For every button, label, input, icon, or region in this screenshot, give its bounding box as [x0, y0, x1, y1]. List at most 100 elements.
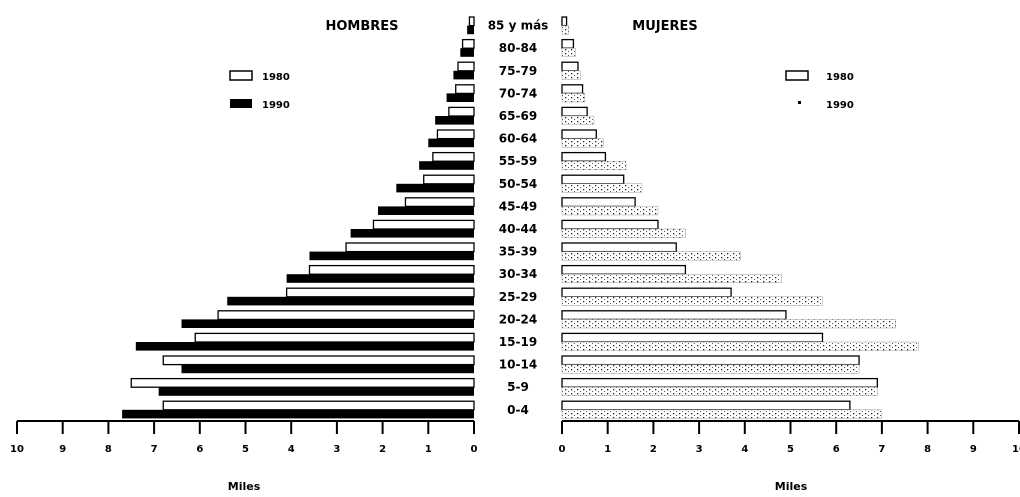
- age-label-30-34: 30-34: [499, 267, 537, 281]
- bar-hombres-1990-85-y-más: [467, 25, 474, 35]
- bar-hombres-1990-80-84: [460, 48, 474, 57]
- tick-label-mujeres-8: 8: [924, 444, 931, 455]
- title-hombres: HOMBRES: [325, 19, 398, 34]
- age-group-labels: 85 y más 80-84 75-79 70-74 65-69 60-64 55-59 50…: [488, 19, 549, 417]
- bar-mujeres-1990-75-79: [561, 70, 581, 80]
- tick-label-hombres-7: 7: [151, 444, 158, 455]
- legend-hombres-1990-label: 1990: [262, 100, 290, 111]
- bar-hombres-1980-40-44: [372, 219, 475, 230]
- bar-mujeres-1980-55-59: [561, 151, 607, 162]
- bar-hombres-1990-65-69: [435, 116, 474, 125]
- bar-hombres-1990-70-74: [446, 93, 474, 102]
- bar-hombres-1990-30-34: [286, 274, 474, 283]
- bar-mujeres-1980-0-4: [561, 400, 851, 411]
- bar-mujeres-1980-45-49: [561, 197, 636, 208]
- age-label-65-69: 65-69: [499, 109, 537, 123]
- bar-hombres-1980-55-59: [432, 151, 475, 162]
- bar-hombres-1980-20-24: [217, 310, 475, 321]
- legend-hombres: 1980 1990: [229, 70, 290, 111]
- bar-mujeres-1980-20-24: [561, 310, 787, 321]
- bar-mujeres-1980-70-74: [561, 84, 584, 95]
- bar-mujeres-1990-65-69: [561, 115, 595, 125]
- legend-hombres-1990-swatch: [230, 99, 252, 108]
- title-mujeres: MUJERES: [632, 19, 697, 34]
- bar-hombres-1980-5-9: [130, 377, 475, 388]
- age-label-50-54: 50-54: [499, 177, 537, 191]
- bar-hombres-1990-40-44: [350, 229, 474, 238]
- bar-mujeres-1990-35-39: [561, 251, 741, 261]
- age-label-80-84: 80-84: [499, 41, 537, 55]
- tick-label-mujeres-10: 10: [1012, 444, 1020, 455]
- bar-mujeres-1990-40-44: [561, 228, 686, 238]
- bar-mujeres-1980-10-14: [561, 355, 860, 366]
- tick-label-mujeres-2: 2: [650, 444, 657, 455]
- tick-label-mujeres-4: 4: [741, 444, 748, 455]
- age-label-20-24: 20-24: [499, 312, 537, 326]
- age-label-55-59: 55-59: [499, 154, 537, 168]
- tick-label-mujeres-9: 9: [970, 444, 977, 455]
- xlabel-hombres: Miles: [228, 480, 261, 493]
- tick-label-hombres-5: 5: [242, 444, 249, 455]
- legend-hombres-1980-swatch: [229, 70, 253, 81]
- tick-label-hombres-0: 0: [471, 444, 478, 455]
- bar-hombres-1990-0-4: [122, 409, 475, 419]
- legend-mujeres-1990-swatch: [798, 101, 801, 104]
- bar-mujeres-1980-65-69: [561, 106, 588, 117]
- bar-mujeres-1980-35-39: [561, 242, 677, 253]
- age-label-70-74: 70-74: [499, 86, 537, 100]
- bar-hombres-1980-70-74: [455, 84, 475, 95]
- bar-hombres-1980-10-14: [162, 355, 475, 366]
- hombres-bars: [122, 16, 475, 419]
- bar-mujeres-1990-25-29: [561, 296, 823, 306]
- bar-mujeres-1990-55-59: [561, 160, 627, 170]
- age-label-75-79: 75-79: [499, 64, 537, 78]
- bar-hombres-1980-35-39: [345, 242, 475, 253]
- age-label-85-y-más: 85 y más: [488, 19, 549, 33]
- bar-mujeres-1980-40-44: [561, 219, 659, 230]
- tick-label-mujeres-3: 3: [696, 444, 703, 455]
- bar-hombres-1980-15-19: [194, 332, 475, 343]
- x-ticks-hombres: 10 9 8 7 6 5 4 3 2 1 0: [10, 421, 478, 455]
- age-label-60-64: 60-64: [499, 132, 537, 146]
- bar-mujeres-1980-25-29: [561, 287, 732, 298]
- bar-mujeres-1980-80-84: [561, 38, 575, 49]
- age-label-25-29: 25-29: [499, 290, 537, 304]
- bar-mujeres-1990-30-34: [561, 274, 782, 284]
- bar-mujeres-1990-0-4: [561, 409, 883, 419]
- age-label-15-19: 15-19: [499, 335, 537, 349]
- legend-mujeres-1990-label: 1990: [826, 100, 854, 111]
- bar-hombres-1990-20-24: [181, 319, 474, 328]
- bar-hombres-1980-65-69: [448, 106, 475, 117]
- age-label-35-39: 35-39: [499, 245, 537, 259]
- bar-hombres-1980-30-34: [308, 264, 475, 275]
- tick-label-mujeres-1: 1: [604, 444, 611, 455]
- legend-mujeres-1980-swatch: [785, 70, 809, 81]
- tick-label-mujeres-6: 6: [833, 444, 840, 455]
- bar-mujeres-1980-85-y-más: [561, 16, 568, 27]
- bar-hombres-1980-60-64: [436, 129, 475, 140]
- legend-mujeres-1980-label: 1980: [826, 72, 854, 83]
- bar-mujeres-1990-20-24: [561, 319, 896, 329]
- bar-mujeres-1990-85-y-más: [561, 25, 570, 35]
- bar-mujeres-1980-60-64: [561, 129, 597, 140]
- bar-mujeres-1990-10-14: [561, 364, 860, 374]
- tick-label-hombres-10: 10: [10, 444, 24, 455]
- tick-label-hombres-8: 8: [105, 444, 112, 455]
- bar-hombres-1990-60-64: [428, 138, 474, 148]
- bar-hombres-1980-75-79: [457, 61, 475, 72]
- bar-hombres-1980-25-29: [285, 287, 475, 298]
- legend-hombres-1980-label: 1980: [262, 72, 290, 83]
- tick-label-mujeres-7: 7: [878, 444, 885, 455]
- bar-mujeres-1980-50-54: [561, 174, 625, 185]
- bar-mujeres-1990-50-54: [561, 183, 643, 193]
- age-label-45-49: 45-49: [499, 199, 537, 213]
- tick-label-hombres-3: 3: [333, 444, 340, 455]
- bar-hombres-1990-55-59: [419, 161, 474, 170]
- bar-mujeres-1980-15-19: [561, 332, 824, 343]
- bar-hombres-1990-15-19: [135, 342, 474, 351]
- bar-mujeres-1990-70-74: [561, 93, 586, 103]
- bar-hombres-1990-5-9: [158, 387, 475, 396]
- age-label-0-4: 0-4: [507, 403, 529, 417]
- bar-hombres-1990-45-49: [378, 206, 474, 215]
